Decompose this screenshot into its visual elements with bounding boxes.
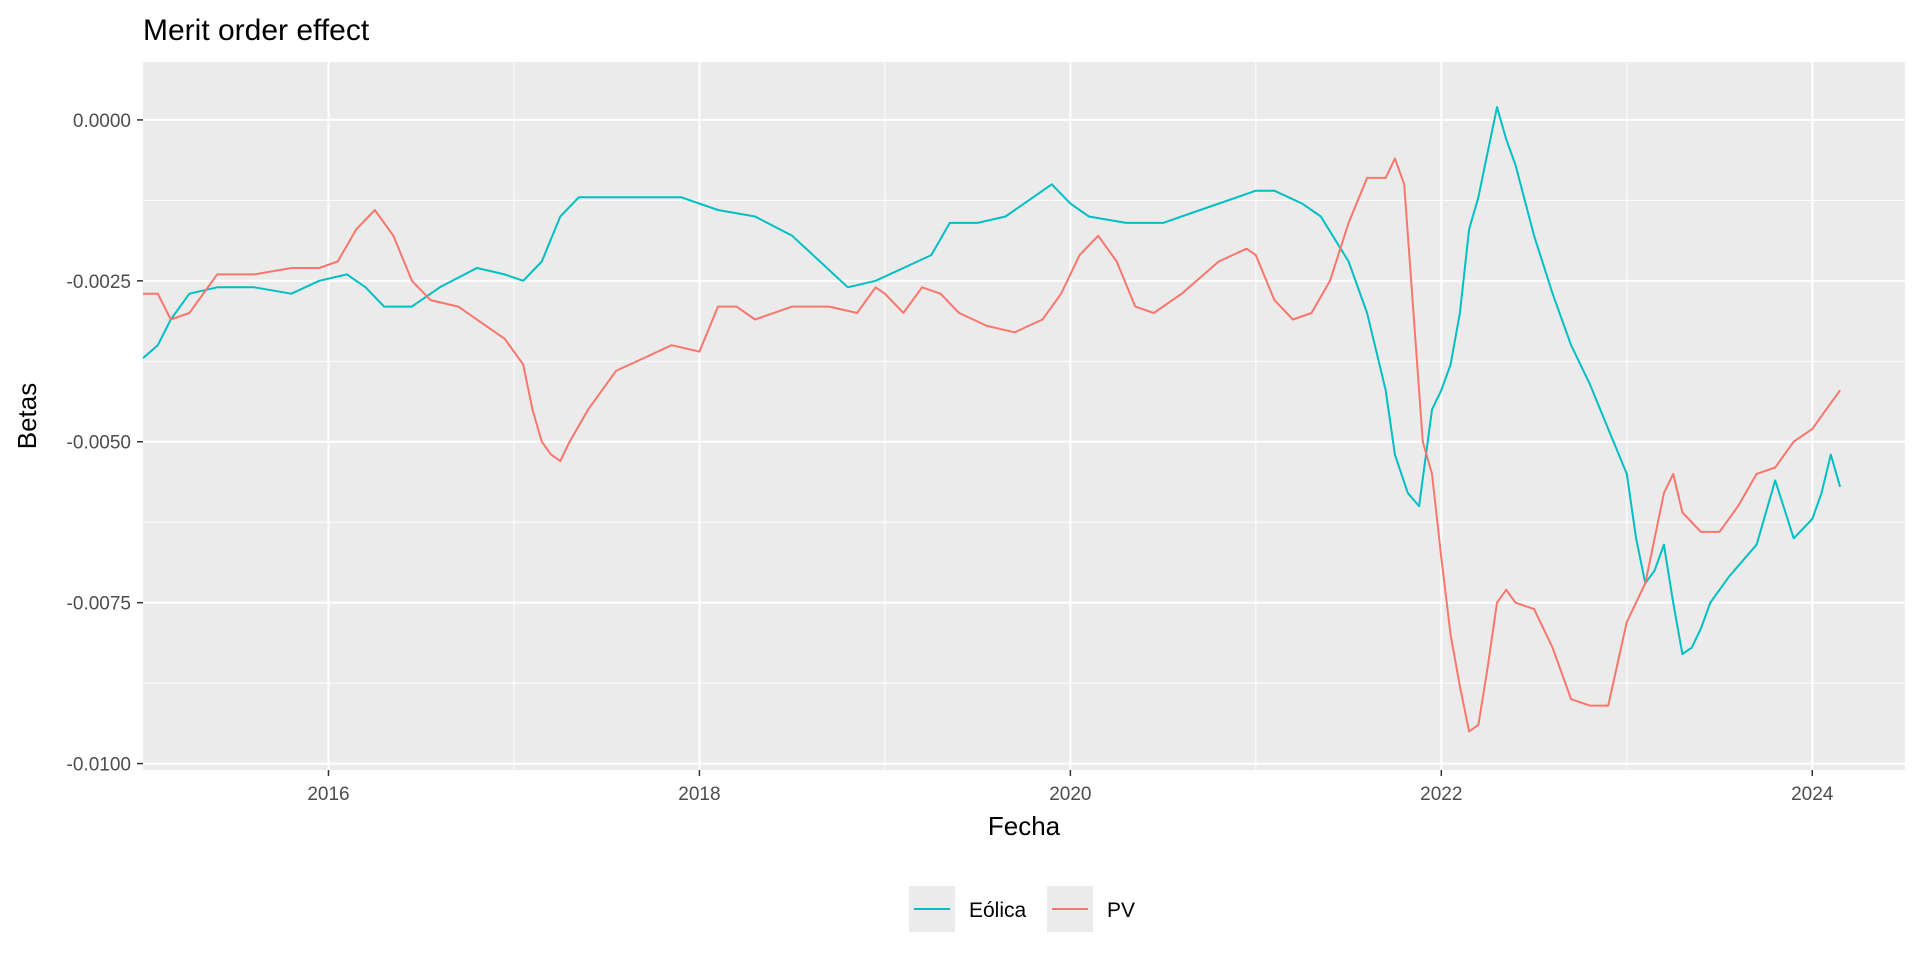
y-tick-label: -0.0025 <box>67 272 131 293</box>
y-axis: 0.0000 -0.0025 -0.0050 -0.0075 -0.0100 <box>67 111 143 776</box>
series-line-pv <box>143 157 1841 733</box>
grid-minor <box>143 62 1905 770</box>
x-tick-label: 2018 <box>678 784 720 805</box>
legend-label-eolica: Eólica <box>969 899 1027 922</box>
x-tick-label: 2022 <box>1420 784 1462 805</box>
legend-item-pv: PV <box>1047 886 1135 932</box>
grid-major <box>143 62 1905 770</box>
series-line-eolica <box>142 106 1842 656</box>
chart-title: Merit order effect <box>143 14 370 47</box>
y-tick-label: 0.0000 <box>73 111 131 132</box>
legend-item-eolica: Eólica <box>909 886 1027 932</box>
series-lines <box>142 106 1842 733</box>
y-tick-label: -0.0050 <box>67 433 131 454</box>
plot-panel <box>143 62 1905 770</box>
x-axis: 2016 2018 2020 2022 2024 <box>307 770 1834 805</box>
x-axis-title: Fecha <box>988 811 1061 841</box>
x-tick-label: 2020 <box>1049 784 1091 805</box>
legend-label-pv: PV <box>1107 899 1135 922</box>
y-axis-title: Betas <box>12 383 42 450</box>
x-tick-label: 2024 <box>1791 784 1834 805</box>
y-tick-label: -0.0075 <box>67 594 131 615</box>
y-tick-label: -0.0100 <box>67 755 131 776</box>
legend: Eólica PV <box>909 886 1135 932</box>
x-tick-label: 2016 <box>307 784 349 805</box>
